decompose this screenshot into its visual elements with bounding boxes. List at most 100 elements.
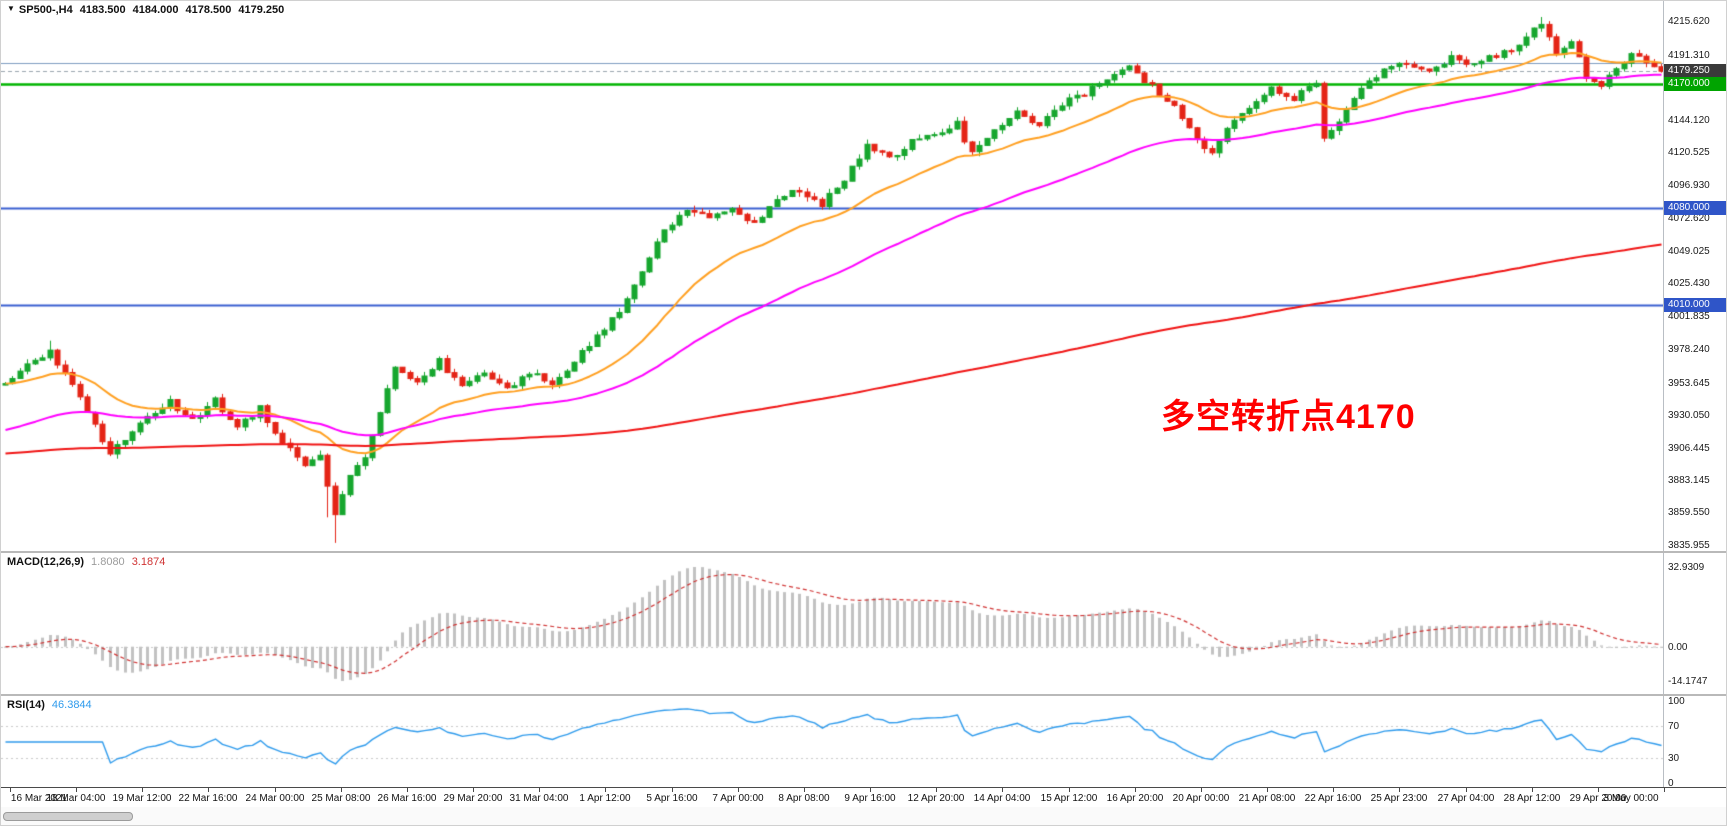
time-tick (1399, 788, 1400, 792)
price-badge-green: 4170.000 (1664, 77, 1726, 91)
time-label: 26 Mar 16:00 (377, 793, 437, 804)
time-label: 14 Apr 04:00 (973, 793, 1031, 804)
time-tick (738, 788, 739, 792)
ohlc-high: 4184.000 (132, 4, 179, 16)
macd-label: MACD(12,26,9) (7, 556, 85, 568)
price-axis-label: 3953.645 (1668, 378, 1710, 389)
annotation-turning-point: 多空转折点4170 (1161, 398, 1416, 436)
rsi-value: 46.3844 (51, 699, 92, 711)
ohlc-low: 4178.500 (185, 4, 232, 16)
time-tick (936, 788, 937, 792)
price-axis-label: 3859.550 (1668, 507, 1710, 518)
time-axis[interactable]: 16 Mar 2021 18 Mar 04:00 19 Mar 12:00 22 Ma… (1, 787, 1726, 807)
price-axis-label: 4120.525 (1668, 147, 1710, 158)
rsi-axis-label: 70 (1668, 721, 1680, 732)
time-tick (341, 788, 342, 792)
chart-dropdown-icon[interactable]: ▼ (7, 4, 15, 13)
price-axis-label: 4072.620 (1668, 213, 1710, 224)
price-axis-label: 3906.445 (1668, 443, 1710, 454)
time-label: 31 Mar 04:00 (509, 793, 569, 804)
price-axis-label: 4001.835 (1668, 311, 1710, 322)
time-label: 24 Mar 00:00 (245, 793, 305, 804)
macd-axis-label: 32.9309 (1668, 562, 1705, 573)
time-tick (1135, 788, 1136, 792)
panel-separator-macd[interactable] (1, 551, 1726, 553)
macd-header: MACD(12,26,9) 1.8080 3.1874 (7, 556, 165, 568)
macd-signal-value: 3.1874 (131, 556, 166, 568)
time-label: 22 Apr 16:00 (1304, 793, 1362, 804)
time-tick (1532, 788, 1533, 792)
price-axis-label: 4096.930 (1668, 180, 1710, 191)
ohlc-open: 4183.500 (79, 4, 126, 16)
time-tick (1069, 788, 1070, 792)
time-label: 27 Apr 04:00 (1437, 793, 1495, 804)
time-tick (142, 788, 143, 792)
time-tick (275, 788, 276, 792)
time-label: 21 Apr 08:00 (1238, 793, 1296, 804)
price-axis-label: 4144.120 (1668, 115, 1710, 126)
time-label: 8 Apr 08:00 (778, 793, 830, 804)
time-tick (605, 788, 606, 792)
time-label: 1 Apr 12:00 (579, 793, 631, 804)
macd-axis[interactable]: 32.9309 0.00 -14.1747 (1663, 553, 1726, 694)
chart-header: ▼ SP500-,H4 4183.500 4184.000 4178.500 4179.2… (7, 4, 284, 16)
time-tick (1333, 788, 1334, 792)
rsi-axis-label: 30 (1668, 753, 1680, 764)
symbol-timeframe-label: SP500-,H4 (18, 4, 73, 16)
time-label: 16 Apr 20:00 (1106, 793, 1164, 804)
price-axis-label: 3978.240 (1668, 344, 1710, 355)
price-axis-label: 4191.310 (1668, 50, 1710, 61)
macd-axis-label: -14.1747 (1668, 676, 1708, 687)
time-tick (1267, 788, 1268, 792)
time-label: 16 Mar 2021 (10, 793, 68, 804)
time-label: 22 Mar 16:00 (178, 793, 238, 804)
price-panel: ▼ SP500-,H4 4183.500 4184.000 4178.500 4179.2… (1, 1, 1726, 551)
macd-panel: MACD(12,26,9) 1.8080 3.1874 32.9309 0.00 -14… (1, 553, 1726, 694)
time-tick (870, 788, 871, 792)
macd-chart-canvas[interactable] (1, 553, 1665, 694)
time-label: 15 Apr 12:00 (1040, 793, 1098, 804)
price-axis-label: 4215.620 (1668, 16, 1710, 27)
price-chart-canvas[interactable] (1, 1, 1665, 551)
time-tick (804, 788, 805, 792)
horizontal-scrollbar[interactable] (1, 807, 1726, 825)
rsi-panel: RSI(14) 46.3844 100 70 30 0 (1, 696, 1726, 787)
time-tick (208, 788, 209, 792)
price-axis-label: 3835.955 (1668, 540, 1710, 551)
time-label: 5 Apr 16:00 (646, 793, 698, 804)
rsi-chart-canvas[interactable] (1, 696, 1665, 787)
price-axis-label: 4049.025 (1668, 246, 1710, 257)
time-tick (407, 788, 408, 792)
macd-axis-label: 0.00 (1668, 642, 1688, 653)
rsi-label: RSI(14) (7, 699, 45, 711)
time-label: 19 Mar 12:00 (112, 793, 172, 804)
time-tick (10, 788, 11, 792)
time-tick (1201, 788, 1202, 792)
panel-separator-rsi[interactable] (1, 694, 1726, 696)
time-tick (76, 788, 77, 792)
time-tick (473, 788, 474, 792)
price-badge-blue: 4080.000 (1664, 201, 1726, 215)
scrollbar-handle[interactable] (3, 812, 133, 821)
time-label: 20 Apr 00:00 (1172, 793, 1230, 804)
time-label: 12 Apr 20:00 (907, 793, 965, 804)
rsi-header: RSI(14) 46.3844 (7, 699, 92, 711)
time-tick (672, 788, 673, 792)
time-label: 9 Apr 16:00 (844, 793, 896, 804)
price-axis[interactable]: 4215.620 4191.310 4144.120 4120.525 4096.930… (1663, 1, 1726, 551)
macd-main-value: 1.8080 (91, 556, 125, 568)
time-tick (539, 788, 540, 792)
ohlc-close: 4179.250 (238, 4, 285, 16)
rsi-axis-label: 0 (1668, 778, 1674, 787)
rsi-axis[interactable]: 100 70 30 0 (1663, 696, 1726, 787)
price-axis-label: 3930.050 (1668, 410, 1710, 421)
time-label: 25 Mar 08:00 (311, 793, 371, 804)
time-label: 7 Apr 00:00 (712, 793, 764, 804)
time-label: 25 Apr 23:00 (1370, 793, 1428, 804)
time-tick (1598, 788, 1599, 792)
time-label: 29 Apr 20:00 (1569, 793, 1627, 804)
time-tick (1664, 788, 1665, 792)
time-label: 18 Mar 04:00 (46, 793, 106, 804)
time-tick (1002, 788, 1003, 792)
